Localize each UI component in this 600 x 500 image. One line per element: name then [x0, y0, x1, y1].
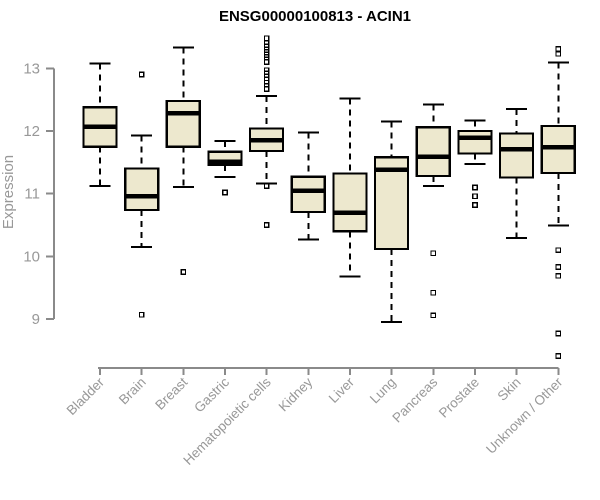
- box-rect: [457, 129, 493, 155]
- outlier-point: [138, 71, 145, 78]
- outlier-point: [472, 193, 478, 200]
- outlier-point: [430, 289, 437, 296]
- outlier-point: [555, 264, 562, 270]
- category-label: Kidney: [276, 374, 316, 414]
- box-rect: [415, 126, 451, 178]
- box-rect: [499, 132, 535, 179]
- outlier-point: [222, 189, 228, 196]
- outlier-point: [263, 183, 270, 190]
- category-label: Lung: [367, 375, 399, 407]
- category-label: Brain: [116, 375, 149, 408]
- outlier-point: [263, 86, 270, 92]
- category-label: Prostate: [436, 375, 482, 421]
- category-label: Unknown / Other: [483, 374, 566, 457]
- outlier-point: [430, 312, 437, 319]
- outlier-point: [555, 272, 562, 279]
- outlier-point: [263, 35, 270, 42]
- category-label: Liver: [326, 374, 358, 406]
- chart-title: ENSG00000100813 - ACIN1: [218, 8, 412, 25]
- outlier-point: [472, 202, 478, 208]
- box-rect: [290, 175, 326, 213]
- y-tick-label: 12: [23, 123, 40, 140]
- box-rect: [374, 156, 410, 250]
- outlier-point: [263, 59, 270, 65]
- outlier-point: [138, 311, 145, 318]
- outlier-point: [180, 269, 187, 275]
- category-label: Gastric: [191, 374, 232, 415]
- box-rect: [332, 172, 368, 233]
- category-label: Pancreas: [389, 374, 440, 425]
- category-label: Bladder: [64, 374, 108, 418]
- y-tick-label: 13: [23, 60, 40, 77]
- outlier-point: [555, 51, 562, 57]
- outlier-point: [263, 222, 270, 228]
- outlier-point: [472, 184, 478, 191]
- box-rect: [124, 167, 160, 212]
- y-tick-label: 10: [23, 248, 40, 265]
- outlier-point: [555, 247, 562, 253]
- category-label: Skin: [495, 375, 524, 404]
- box-rect: [165, 99, 201, 148]
- y-tick-label: 9: [32, 311, 40, 328]
- outlier-point: [555, 46, 562, 52]
- y-tick-label: 11: [24, 186, 40, 203]
- outlier-point: [430, 250, 437, 257]
- outlier-point: [555, 330, 562, 337]
- category-label: Breast: [152, 374, 190, 412]
- outlier-point: [555, 353, 562, 359]
